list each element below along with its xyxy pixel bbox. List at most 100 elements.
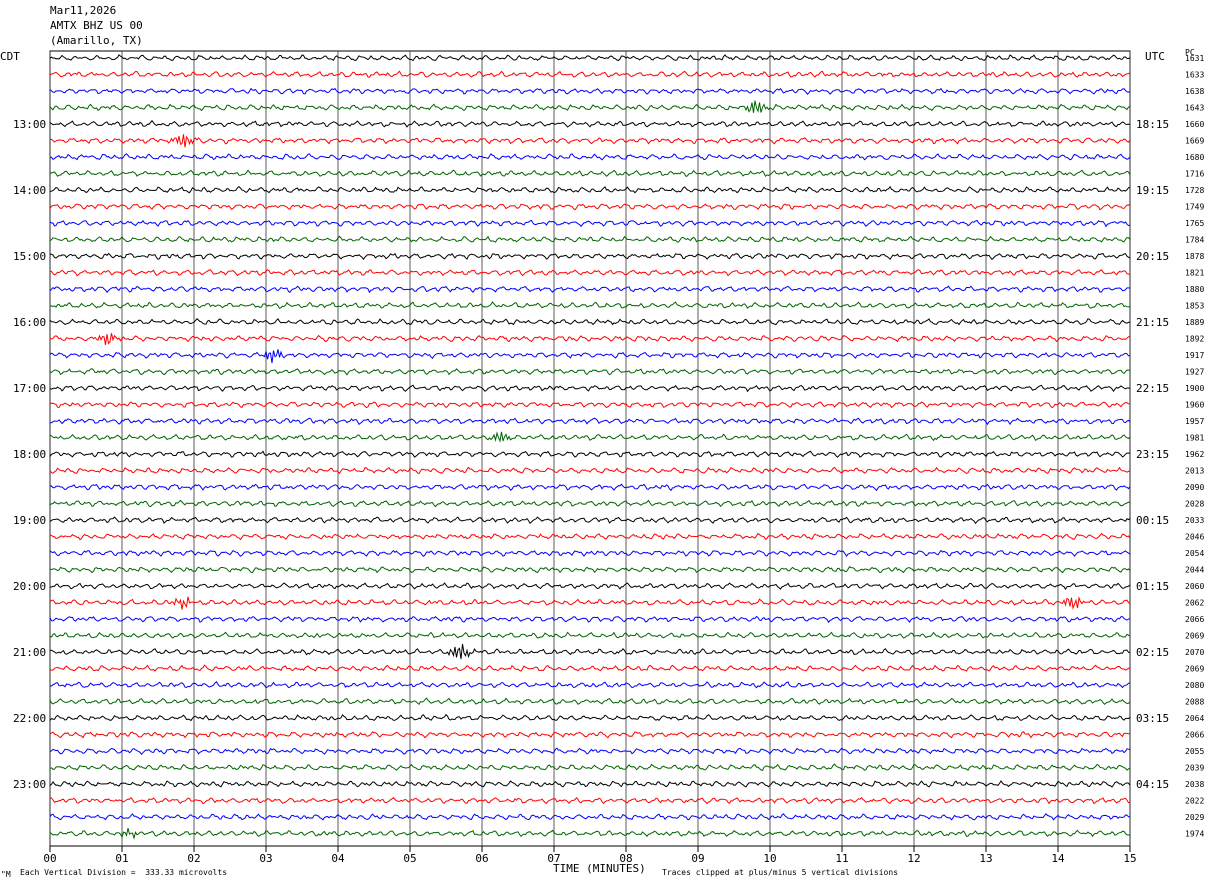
row-count-label: 1680 <box>1185 153 1204 162</box>
x-tick-label: 12 <box>907 852 920 865</box>
row-count-label: 1853 <box>1185 302 1204 311</box>
row-count-label: 1643 <box>1185 104 1204 113</box>
row-count-label: 2064 <box>1185 714 1204 723</box>
trace-row-25 <box>49 466 1131 475</box>
trace-group <box>49 54 1131 840</box>
x-tick-label: 00 <box>43 852 56 865</box>
trace-row-10 <box>49 219 1131 228</box>
trace-row-22 <box>49 417 1131 426</box>
x-tick-label: 08 <box>619 852 632 865</box>
row-count-label: 2090 <box>1185 483 1204 492</box>
trace-row-19 <box>49 368 1131 376</box>
row-count-label: 2022 <box>1185 797 1204 806</box>
trace-row-17 <box>49 333 1131 345</box>
row-count-label: 2066 <box>1185 731 1204 740</box>
row-count-label: 2038 <box>1185 780 1204 789</box>
row-count-label: 2080 <box>1185 681 1204 690</box>
x-tick-label: 01 <box>115 852 128 865</box>
trace-row-16 <box>49 317 1131 326</box>
trace-row-24 <box>49 450 1131 458</box>
right-hour-label: 03:15 <box>1136 712 1169 725</box>
left-hour-label: 17:00 <box>13 382 46 395</box>
right-timezone-label: UTC <box>1145 50 1165 63</box>
row-count-label: 2029 <box>1185 813 1204 822</box>
trace-row-3 <box>49 100 1131 113</box>
trace-row-46 <box>49 813 1130 821</box>
right-hour-label: 04:15 <box>1136 778 1169 791</box>
right-hour-label: 20:15 <box>1136 250 1169 263</box>
trace-row-5 <box>49 134 1131 148</box>
trace-row-27 <box>49 499 1131 508</box>
trace-row-33 <box>49 596 1131 610</box>
trace-row-6 <box>50 153 1131 161</box>
row-count-label: 1784 <box>1185 236 1204 245</box>
count-column-header: PC <box>1185 48 1195 57</box>
row-count-label: 2069 <box>1185 665 1204 674</box>
right-hour-label: 18:15 <box>1136 118 1169 131</box>
x-tick-label: 04 <box>331 852 345 865</box>
right-hour-label: 02:15 <box>1136 646 1169 659</box>
x-tick-label: 15 <box>1123 852 1136 865</box>
x-axis-title: TIME (MINUTES) <box>553 862 646 875</box>
left-hour-label: 13:00 <box>13 118 46 131</box>
left-hour-label: 18:00 <box>13 448 46 461</box>
row-count-label: 2066 <box>1185 615 1204 624</box>
trace-row-44 <box>49 780 1131 788</box>
trace-row-32 <box>50 582 1131 591</box>
x-tick-label: 06 <box>475 852 488 865</box>
trace-row-21 <box>49 401 1131 409</box>
row-count-label: 1957 <box>1185 417 1204 426</box>
trace-row-7 <box>49 169 1131 178</box>
row-count-label: 1917 <box>1185 351 1204 360</box>
trace-row-26 <box>49 483 1131 492</box>
x-tick-label: 03 <box>259 852 272 865</box>
left-hour-label: 23:00 <box>13 778 46 791</box>
trace-row-47 <box>49 827 1131 840</box>
row-count-label: 1765 <box>1185 219 1204 228</box>
row-count-label: 1878 <box>1185 252 1204 261</box>
x-tick-label: 11 <box>835 852 848 865</box>
x-tick-label: 13 <box>979 852 992 865</box>
right-hour-label: 19:15 <box>1136 184 1169 197</box>
trace-row-36 <box>49 643 1131 660</box>
trace-row-38 <box>49 681 1131 689</box>
row-count-label: 1900 <box>1185 384 1204 393</box>
x-tick-label: 09 <box>691 852 704 865</box>
row-count-label: 1633 <box>1185 71 1204 80</box>
trace-row-39 <box>49 697 1131 706</box>
trace-row-15 <box>49 301 1131 310</box>
header-date: Mar11,2026 <box>50 4 117 17</box>
row-count-label: 1880 <box>1185 285 1204 294</box>
trace-row-42 <box>49 747 1131 755</box>
trace-row-0 <box>49 54 1131 62</box>
trace-row-34 <box>49 615 1130 624</box>
row-count-label: 2088 <box>1185 698 1204 707</box>
right-hour-label: 21:15 <box>1136 316 1169 329</box>
row-count-label: 2069 <box>1185 632 1204 641</box>
left-hour-label: 14:00 <box>13 184 46 197</box>
scale-note: Each Vertical Division = 333.33 microvol… <box>20 868 228 877</box>
row-count-label: 2039 <box>1185 764 1204 773</box>
trace-row-1 <box>49 70 1131 78</box>
x-tick-label: 14 <box>1051 852 1065 865</box>
clip-note: Traces clipped at plus/minus 5 vertical … <box>662 868 899 877</box>
row-count-label: 1749 <box>1185 203 1204 212</box>
left-hour-label: 22:00 <box>13 712 46 725</box>
row-count-label: 1821 <box>1185 269 1204 278</box>
left-hour-label: 20:00 <box>13 580 46 593</box>
row-count-label: 1889 <box>1185 318 1204 327</box>
row-count-label: 2055 <box>1185 747 1204 756</box>
x-tick-label: 10 <box>763 852 776 865</box>
row-count-label: 1669 <box>1185 137 1204 146</box>
row-count-label: 2070 <box>1185 648 1204 657</box>
trace-row-18 <box>49 349 1130 364</box>
left-hour-label: 19:00 <box>13 514 46 527</box>
left-hour-label: 15:00 <box>13 250 46 263</box>
left-timezone-label: CDT <box>0 50 20 63</box>
trace-row-8 <box>49 185 1131 194</box>
row-count-label: 2046 <box>1185 533 1204 542</box>
row-count-label: 1638 <box>1185 87 1204 96</box>
corner-mark: "M <box>1 870 11 879</box>
right-hour-label: 23:15 <box>1136 448 1169 461</box>
trace-row-13 <box>49 269 1131 277</box>
